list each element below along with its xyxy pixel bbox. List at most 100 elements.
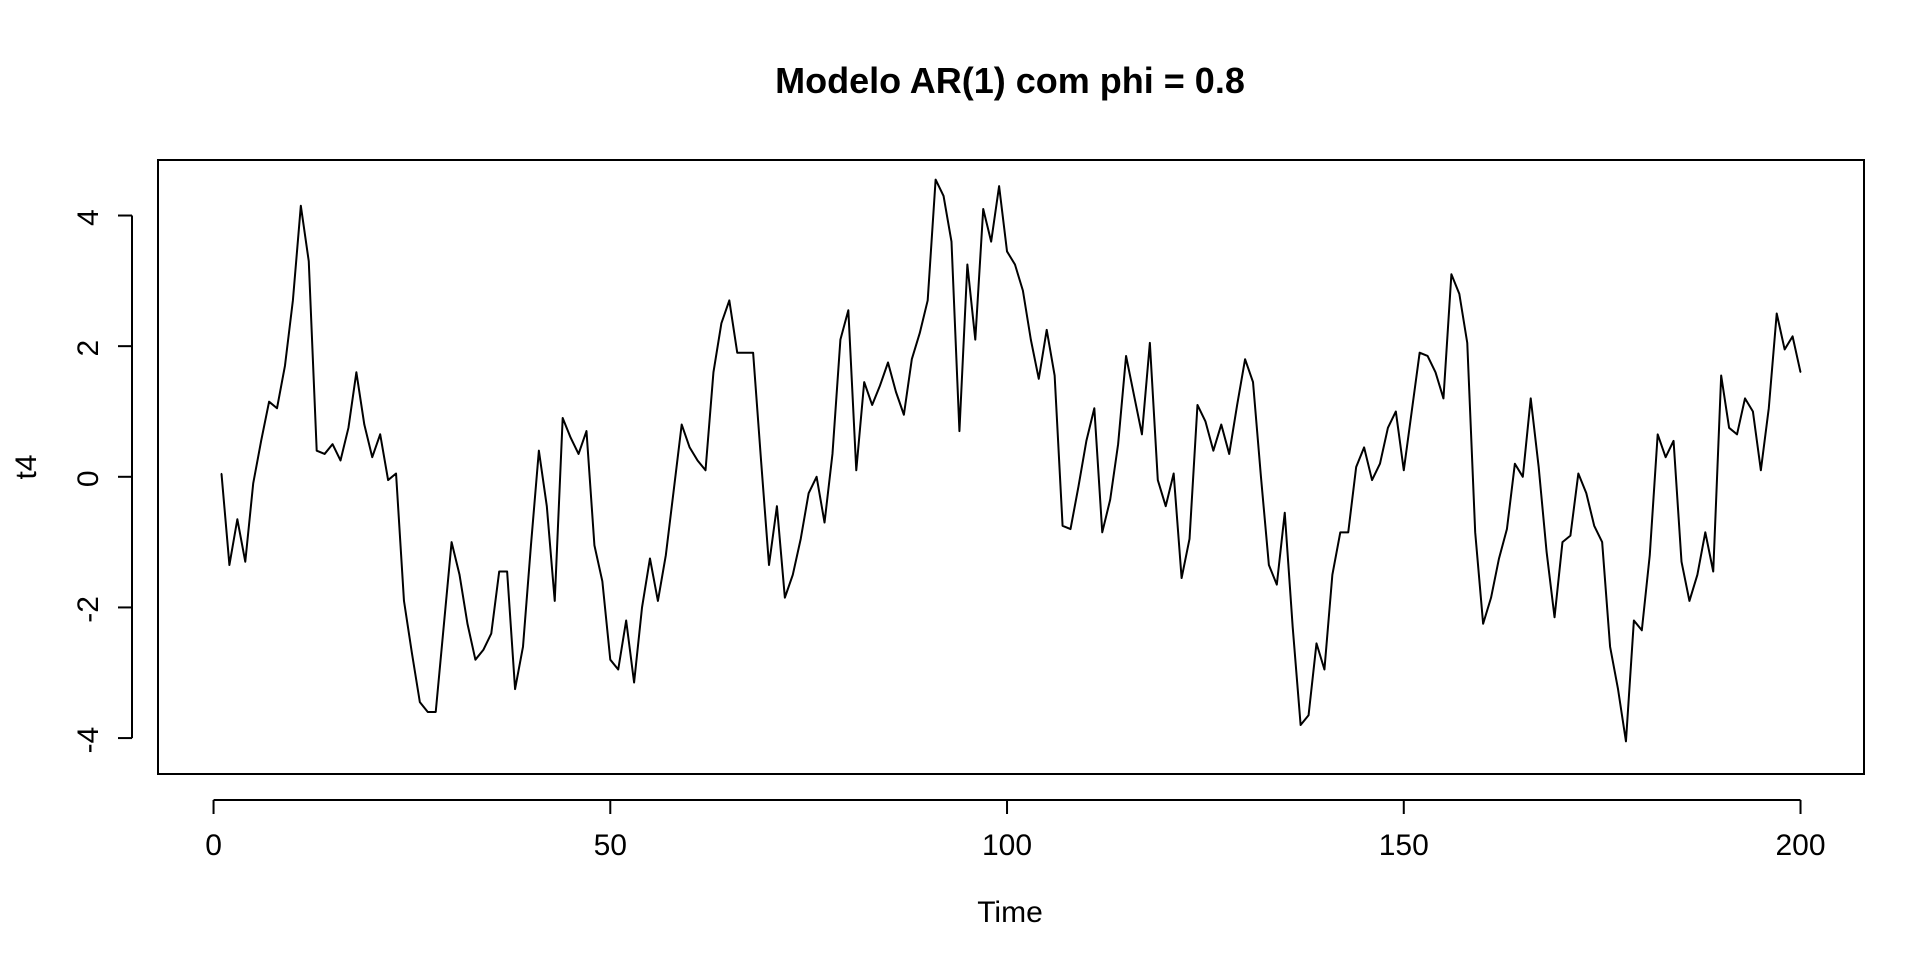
data-point [1506, 528, 1508, 530]
y-tick-label: 2 [72, 340, 105, 357]
data-point [935, 179, 937, 181]
data-point [331, 443, 334, 445]
data-point [1419, 352, 1421, 354]
data-point [300, 205, 302, 207]
data-point [855, 469, 857, 471]
data-point [887, 361, 889, 364]
data-point [990, 241, 992, 243]
data-point [1276, 583, 1278, 586]
data-point [625, 619, 627, 622]
data-point [530, 544, 532, 546]
data-point [1347, 531, 1349, 533]
data-point [696, 459, 699, 462]
data-point [839, 339, 842, 341]
data-point [1426, 355, 1429, 357]
data-point [1046, 329, 1048, 331]
data-point [871, 404, 873, 406]
data-point [546, 505, 548, 507]
data-point [792, 574, 794, 576]
data-point [1784, 348, 1786, 351]
data-point [919, 332, 921, 334]
data-point [1204, 420, 1206, 422]
data-point [403, 600, 405, 602]
data-point [1022, 290, 1024, 292]
data-point [1157, 479, 1159, 481]
data-point [617, 668, 619, 671]
x-tick-label: 50 [594, 829, 627, 862]
data-point [1641, 629, 1643, 631]
data-point [1799, 371, 1802, 373]
data-point [1546, 551, 1548, 553]
data-point [1085, 440, 1087, 442]
data-point [1133, 394, 1135, 396]
data-point [1252, 381, 1254, 383]
y-tick-label: -2 [72, 596, 105, 623]
data-point [339, 459, 342, 462]
data-point [895, 391, 897, 393]
data-point [752, 352, 754, 354]
data-point [1030, 339, 1032, 341]
data-point [514, 688, 516, 690]
data-point [1458, 293, 1460, 295]
data-point [1649, 554, 1651, 556]
data-point [570, 437, 572, 439]
data-point [482, 649, 484, 651]
data-point [268, 401, 270, 403]
data-point [1672, 440, 1675, 442]
data-point [720, 322, 722, 324]
data-point [768, 564, 770, 566]
data-point [689, 446, 691, 448]
data-point [927, 299, 929, 302]
data-point [1514, 463, 1516, 465]
x-tick-label: 0 [205, 829, 222, 862]
data-point [371, 456, 373, 458]
data-point [355, 371, 357, 373]
data-point [1339, 531, 1341, 533]
data-point [1244, 358, 1246, 360]
data-point [601, 580, 603, 582]
data-point [673, 489, 675, 491]
data-point [1125, 355, 1127, 357]
data-point [308, 260, 310, 262]
data-point [1411, 410, 1413, 413]
data-point [966, 263, 968, 266]
data-point [450, 541, 453, 543]
data-point [1315, 642, 1318, 644]
data-point [1379, 463, 1381, 465]
data-point [816, 476, 818, 478]
data-point [1173, 472, 1175, 475]
data-point [284, 365, 286, 367]
data-point [458, 574, 461, 576]
data-point [1363, 446, 1365, 448]
data-point [800, 538, 802, 540]
data-point [1776, 312, 1778, 315]
plot-frame [157, 159, 1865, 775]
data-point [1323, 668, 1326, 671]
data-point [1061, 525, 1064, 527]
data-point [585, 430, 588, 432]
data-point [903, 414, 905, 416]
data-point [1744, 397, 1746, 400]
data-point [736, 352, 738, 354]
data-point [1212, 450, 1214, 452]
data-point [1688, 600, 1691, 602]
data-point [1077, 486, 1080, 488]
chart-title: Modelo AR(1) com phi = 0.8 [775, 60, 1245, 101]
data-point [1006, 250, 1008, 253]
data-point [1101, 531, 1103, 533]
data-point [1704, 531, 1706, 533]
data-point [633, 681, 635, 684]
data-point [1617, 688, 1619, 690]
data-point [681, 423, 683, 426]
data-point [1522, 476, 1524, 478]
data-point [1665, 456, 1667, 458]
series-line [220, 178, 1802, 743]
data-point [324, 453, 326, 455]
x-tick-label: 150 [1379, 829, 1429, 862]
y-axis-label: t4 [10, 454, 43, 479]
data-point [435, 711, 437, 713]
data-point [1720, 374, 1722, 377]
data-point [419, 701, 421, 703]
data-point [1498, 557, 1500, 560]
data-point [1474, 531, 1476, 533]
